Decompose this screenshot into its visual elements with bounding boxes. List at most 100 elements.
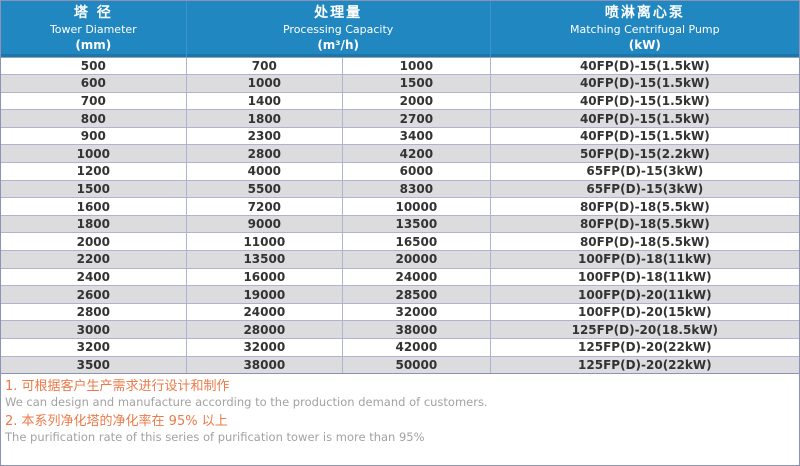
capacity-min-cell: 1800 — [185, 109, 344, 128]
tower-diameter-cell: 3500 — [1, 356, 187, 375]
capacity-min-cell: 7200 — [185, 197, 344, 216]
footnote-2: 2. 本系列净化塔的净化率在 95% 以上 The purification r… — [5, 413, 793, 445]
pump-model-cell: 50FP(D)-15(2.2kW) — [489, 144, 799, 164]
pump-model-cell: 40FP(D)-15(1.5kW) — [489, 57, 799, 76]
capacity-max-cell: 32000 — [342, 303, 491, 322]
footnote-1: 1. 可根据客户生产需求进行设计和制作 We can design and ma… — [5, 378, 793, 410]
header-tower-diameter: 塔 径 Tower Diameter (mm) — [1, 1, 187, 58]
header-centrifugal-pump-zh: 喷淋离心泵 — [604, 4, 685, 21]
capacity-min-cell: 4000 — [185, 162, 344, 181]
tower-diameter-cell: 3200 — [1, 338, 187, 357]
capacity-max-cell: 24000 — [342, 268, 491, 287]
capacity-max-cell: 10000 — [342, 197, 491, 216]
capacity-max-cell: 38000 — [342, 320, 491, 339]
pump-model-cell: 80FP(D)-18(5.5kW) — [489, 197, 799, 216]
pump-model-cell: 125FP(D)-20(22kW) — [489, 338, 799, 357]
header-processing-capacity-unit: (m³/h) — [317, 37, 359, 52]
table-row: 500 700 1000 40FP(D)-15(1.5kW) — [1, 57, 799, 76]
table-row: 3500 38000 50000 125FP(D)-20(22kW) — [1, 356, 799, 375]
capacity-max-cell: 28500 — [342, 285, 491, 304]
table-row: 2000 11000 16500 80FP(D)-18(5.5kW) — [1, 232, 799, 252]
capacity-min-cell: 1400 — [185, 92, 344, 111]
header-processing-capacity-en: Processing Capacity — [282, 22, 394, 36]
table-row: 3000 28000 38000 125FP(D)-20(18.5kW) — [1, 320, 799, 339]
pump-model-cell: 80FP(D)-18(5.5kW) — [489, 232, 799, 252]
tower-diameter-cell: 700 — [1, 92, 187, 111]
capacity-min-cell: 9000 — [185, 215, 344, 234]
capacity-min-cell: 2800 — [185, 144, 344, 164]
header-centrifugal-pump: 喷淋离心泵 Matching Centrifugal Pump (kW) — [490, 1, 799, 58]
footnote-1-en: We can design and manufacture according … — [5, 395, 488, 410]
pump-model-cell: 125FP(D)-20(22kW) — [489, 356, 799, 375]
capacity-max-cell: 13500 — [342, 215, 491, 234]
tower-diameter-cell: 1800 — [1, 215, 187, 234]
spec-table: 塔 径 Tower Diameter (mm) 处理量 Processing C… — [1, 1, 799, 375]
tower-diameter-cell: 800 — [1, 109, 187, 128]
tower-diameter-cell: 500 — [1, 57, 187, 76]
capacity-min-cell: 38000 — [185, 356, 344, 375]
table-row: 800 1800 2700 40FP(D)-15(1.5kW) — [1, 109, 799, 128]
table-row: 1800 9000 13500 80FP(D)-18(5.5kW) — [1, 215, 799, 234]
tower-diameter-cell: 2600 — [1, 285, 187, 304]
capacity-min-cell: 5500 — [185, 180, 344, 199]
table-row: 900 2300 3400 40FP(D)-15(1.5kW) — [1, 127, 799, 146]
header-tower-diameter-zh: 塔 径 — [73, 4, 113, 21]
capacity-min-cell: 11000 — [185, 232, 344, 252]
header-processing-capacity-zh: 处理量 — [314, 4, 363, 21]
table-row: 1000 2800 4200 50FP(D)-15(2.2kW) — [1, 144, 799, 164]
capacity-min-cell: 13500 — [185, 250, 344, 269]
table-body: 500 700 1000 40FP(D)-15(1.5kW) 600 1000 1500 40… — [1, 57, 799, 375]
capacity-min-cell: 700 — [185, 57, 344, 76]
header-row: 塔 径 Tower Diameter (mm) 处理量 Processing C… — [1, 1, 799, 58]
tower-diameter-cell: 1200 — [1, 162, 187, 181]
header-tower-diameter-unit: (mm) — [75, 37, 112, 52]
table-row: 3200 32000 42000 125FP(D)-20(22kW) — [1, 338, 799, 357]
footnote-1-zh: 1. 可根据客户生产需求进行设计和制作 — [5, 379, 230, 395]
pump-model-cell: 100FP(D)-20(15kW) — [489, 303, 799, 322]
pump-model-cell: 40FP(D)-15(1.5kW) — [489, 127, 799, 146]
capacity-min-cell: 24000 — [185, 303, 344, 322]
footnote-2-zh: 2. 本系列净化塔的净化率在 95% 以上 — [5, 414, 228, 430]
pump-model-cell: 65FP(D)-15(3kW) — [489, 162, 799, 181]
capacity-min-cell: 28000 — [185, 320, 344, 339]
table-row: 1500 5500 8300 65FP(D)-15(3kW) — [1, 180, 799, 199]
table-row: 2800 24000 32000 100FP(D)-20(15kW) — [1, 303, 799, 322]
capacity-max-cell: 16500 — [342, 232, 491, 252]
tower-diameter-cell: 1600 — [1, 197, 187, 216]
pump-model-cell: 40FP(D)-15(1.5kW) — [489, 92, 799, 111]
table-row: 1200 4000 6000 65FP(D)-15(3kW) — [1, 162, 799, 181]
table-row: 600 1000 1500 40FP(D)-15(1.5kW) — [1, 74, 799, 93]
capacity-max-cell: 50000 — [342, 356, 491, 375]
pump-model-cell: 40FP(D)-15(1.5kW) — [489, 109, 799, 128]
tower-diameter-cell: 600 — [1, 74, 187, 93]
pump-model-cell: 100FP(D)-18(11kW) — [489, 268, 799, 287]
capacity-max-cell: 42000 — [342, 338, 491, 357]
tower-diameter-cell: 2000 — [1, 232, 187, 252]
tower-diameter-cell: 2800 — [1, 303, 187, 322]
capacity-max-cell: 8300 — [342, 180, 491, 199]
capacity-max-cell: 3400 — [342, 127, 491, 146]
capacity-min-cell: 19000 — [185, 285, 344, 304]
capacity-max-cell: 20000 — [342, 250, 491, 269]
tower-diameter-cell: 1000 — [1, 144, 187, 164]
tower-diameter-cell: 900 — [1, 127, 187, 146]
capacity-max-cell: 2000 — [342, 92, 491, 111]
table-row: 2200 13500 20000 100FP(D)-18(11kW) — [1, 250, 799, 269]
capacity-max-cell: 2700 — [342, 109, 491, 128]
capacity-max-cell: 4200 — [342, 144, 491, 164]
capacity-min-cell: 32000 — [185, 338, 344, 357]
table-row: 2600 19000 28500 100FP(D)-20(11kW) — [1, 285, 799, 304]
pump-model-cell: 65FP(D)-15(3kW) — [489, 180, 799, 199]
capacity-max-cell: 1000 — [342, 57, 491, 76]
capacity-min-cell: 1000 — [185, 74, 344, 93]
header-centrifugal-pump-unit: (kW) — [628, 37, 661, 52]
capacity-min-cell: 2300 — [185, 127, 344, 146]
pump-model-cell: 100FP(D)-18(11kW) — [489, 250, 799, 269]
tower-diameter-cell: 1500 — [1, 180, 187, 199]
header-centrifugal-pump-en: Matching Centrifugal Pump — [570, 22, 720, 36]
table-row: 2400 16000 24000 100FP(D)-18(11kW) — [1, 268, 799, 287]
footnotes: 1. 可根据客户生产需求进行设计和制作 We can design and ma… — [1, 374, 799, 465]
table-header: 塔 径 Tower Diameter (mm) 处理量 Processing C… — [1, 1, 799, 58]
tower-diameter-cell: 2200 — [1, 250, 187, 269]
